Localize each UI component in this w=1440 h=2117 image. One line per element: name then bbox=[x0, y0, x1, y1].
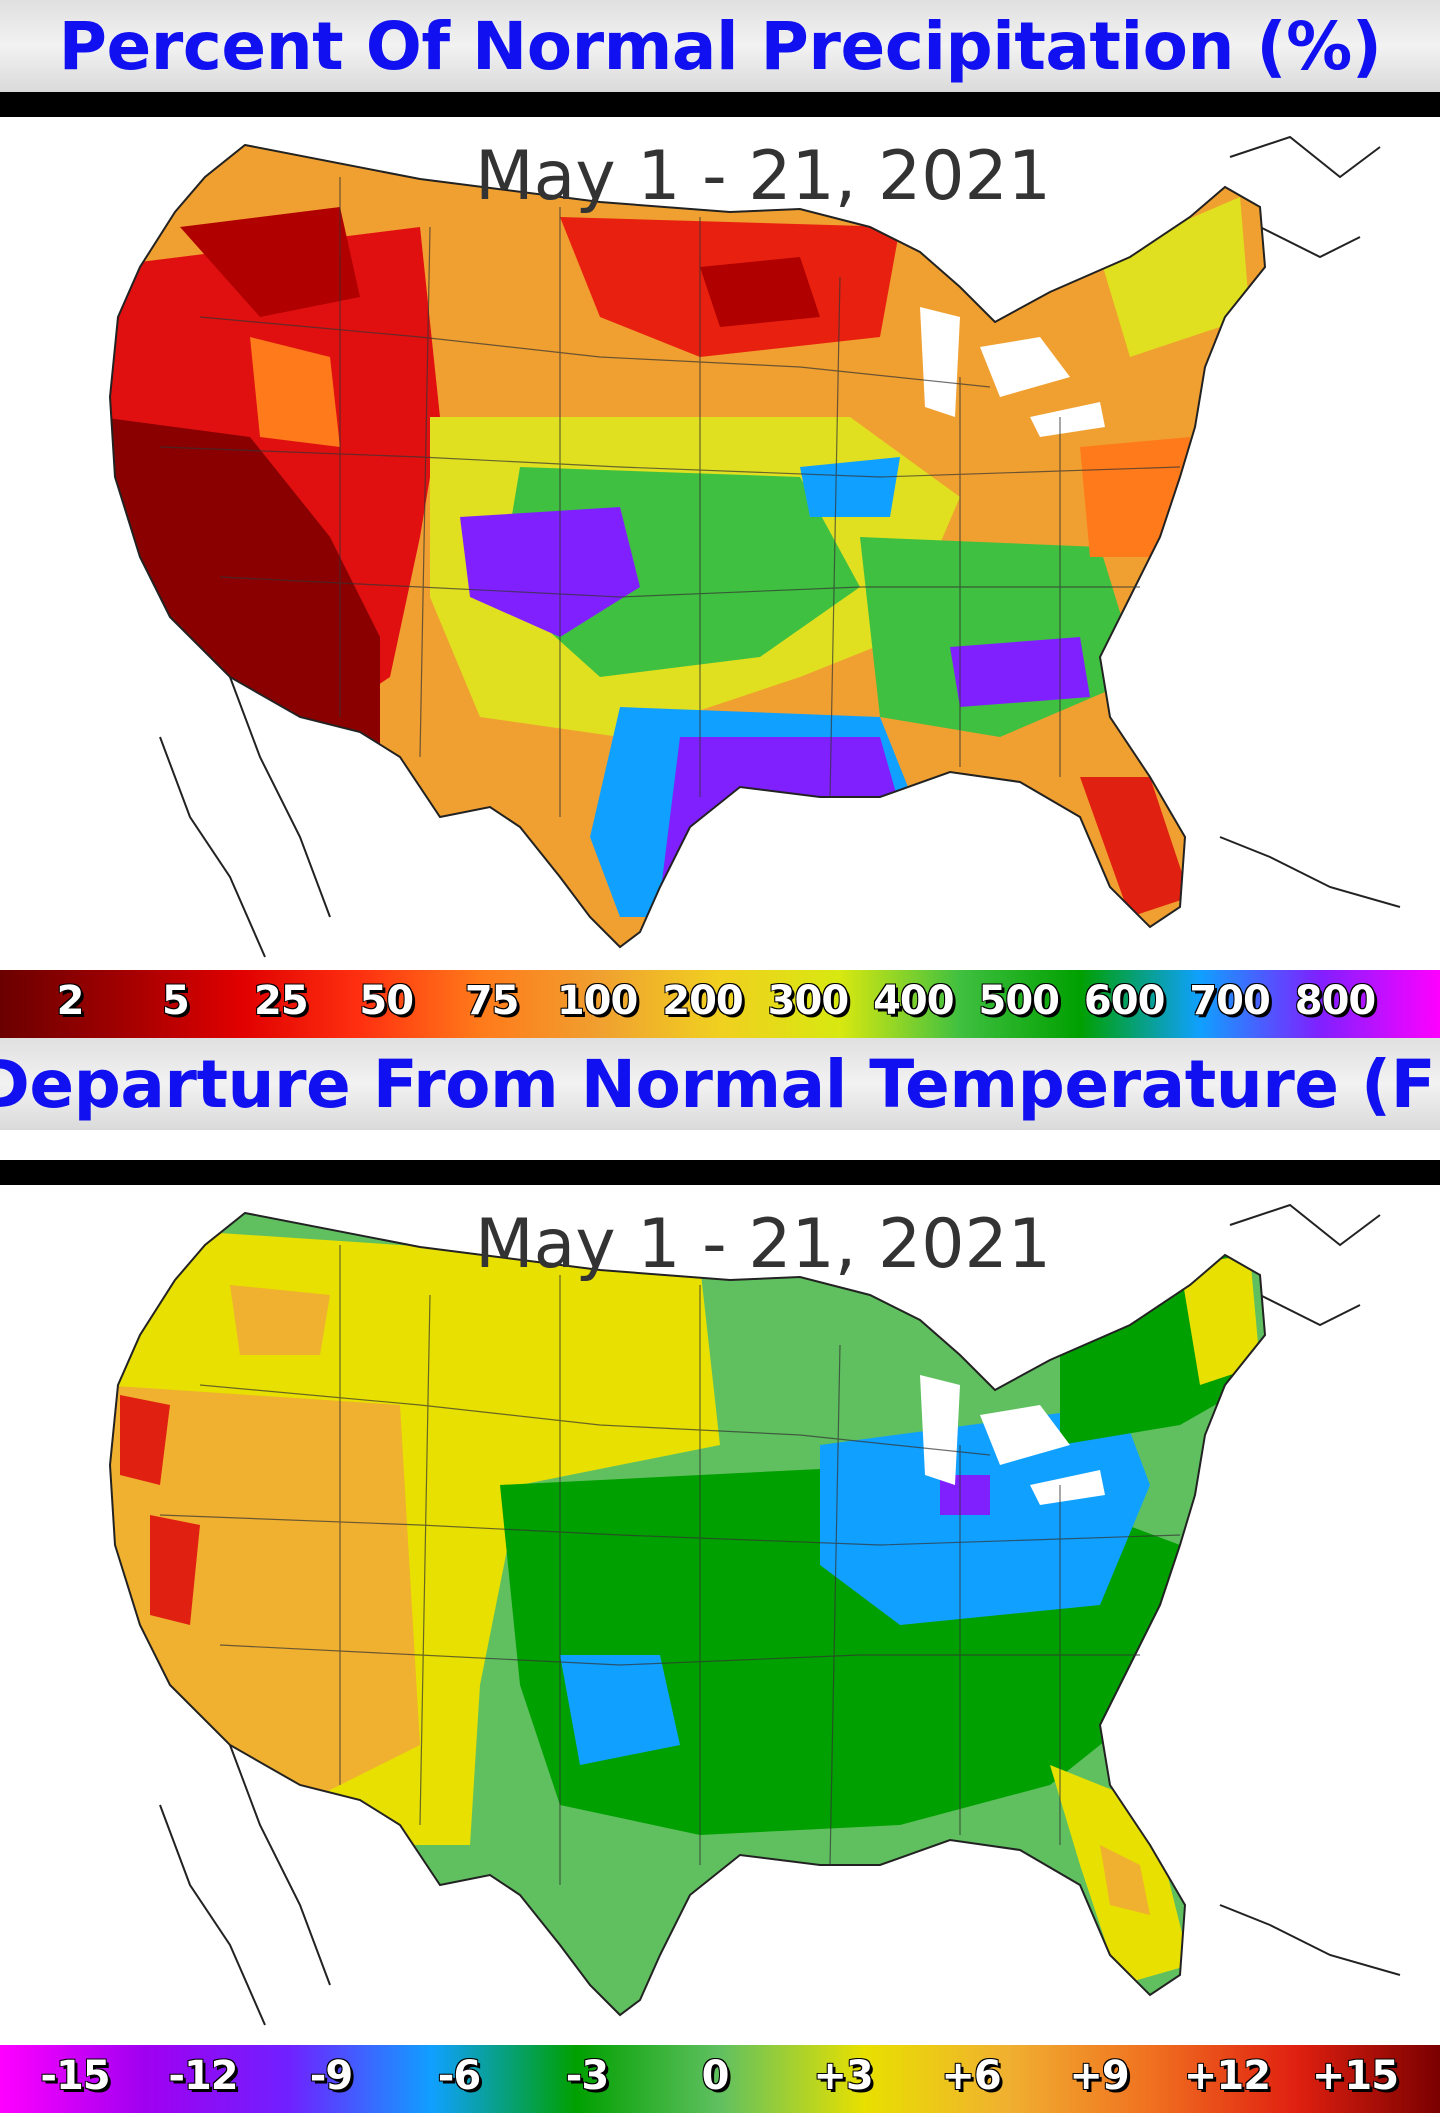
precipitation-title-banner: Percent Of Normal Precipitation (%) bbox=[0, 0, 1440, 92]
temperature-colorbar-label: +15 bbox=[1311, 2053, 1399, 2099]
precipitation-colorbar-label: 600 bbox=[1083, 978, 1165, 1024]
temperature-colorbar-label: +9 bbox=[1069, 2053, 1129, 2099]
precipitation-colorbar-label: 300 bbox=[767, 978, 849, 1024]
state-boundaries bbox=[159, 177, 1181, 817]
surrounding-coastlines bbox=[159, 135, 1401, 958]
precipitation-colorbar-fill bbox=[0, 970, 1440, 1038]
precipitation-colorbar-label: 2 bbox=[56, 978, 85, 1024]
temperature-colorbar-label: 0 bbox=[701, 2053, 730, 2099]
temperature-title-banner: Departure From Normal Temperature (F) bbox=[0, 1038, 1440, 1130]
temperature-colorbar-label: +6 bbox=[941, 2053, 1001, 2099]
temperature-divider bbox=[0, 1160, 1440, 1185]
temperature-field bbox=[110, 1213, 1265, 2015]
temperature-colorbar-label: +3 bbox=[813, 2053, 873, 2099]
temperature-colorbar-label: -9 bbox=[309, 2053, 353, 2099]
temperature-colorbar-fill bbox=[0, 2045, 1440, 2113]
temperature-title: Departure From Normal Temperature (F) bbox=[0, 1045, 1440, 1123]
precipitation-colorbar bbox=[0, 970, 1440, 1038]
temperature-map-graphic bbox=[108, 1203, 1401, 2026]
temperature-colorbar-label: +12 bbox=[1183, 2053, 1271, 2099]
precipitation-colorbar-label: 200 bbox=[662, 978, 743, 1024]
temperature-colorbar bbox=[0, 2045, 1440, 2113]
precipitation-colorbar-label: 800 bbox=[1294, 978, 1376, 1024]
state-boundaries-temp bbox=[159, 1245, 1181, 1885]
precipitation-colorbar-label: 700 bbox=[1189, 978, 1270, 1024]
precipitation-colorbar-label: 50 bbox=[359, 978, 414, 1024]
precipitation-colorbar-label: 500 bbox=[978, 978, 1060, 1024]
precipitation-colorbar-label: 5 bbox=[161, 978, 190, 1024]
precipitation-colorbar-label: 400 bbox=[873, 978, 954, 1024]
us-outline bbox=[108, 143, 1267, 949]
temperature-colorbar-label: -15 bbox=[40, 2053, 110, 2099]
precipitation-field bbox=[110, 145, 1265, 947]
precipitation-colorbar-label: 25 bbox=[253, 978, 309, 1024]
precipitation-date-range: May 1 - 21, 2021 bbox=[475, 137, 1052, 216]
precipitation-map-graphic bbox=[108, 135, 1401, 958]
temperature-colorbar-labels: -15 -12 -9 -6 -3 0 +3 +6 +9 +12 +15 bbox=[0, 2045, 1440, 2113]
temperature-colorbar-label: -12 bbox=[168, 2053, 238, 2099]
temperature-date-range: May 1 - 21, 2021 bbox=[475, 1205, 1052, 1284]
precipitation-title: Percent Of Normal Precipitation (%) bbox=[58, 7, 1382, 85]
us-outline-temp bbox=[108, 1211, 1267, 2017]
temperature-map: May 1 - 21, 2021 bbox=[0, 1185, 1440, 2042]
precipitation-colorbar-label: 75 bbox=[464, 978, 520, 1024]
precipitation-map: May 1 - 21, 2021 bbox=[0, 117, 1440, 969]
temperature-colorbar-label: -3 bbox=[565, 2053, 609, 2099]
precipitation-colorbar-labels: 2 5 25 50 75 100 200 300 400 500 600 700 800 bbox=[0, 970, 1440, 1038]
precipitation-divider bbox=[0, 92, 1440, 117]
surrounding-coastlines-temp bbox=[159, 1203, 1401, 2026]
precipitation-colorbar-label: 100 bbox=[556, 978, 638, 1024]
temperature-colorbar-label: -6 bbox=[437, 2053, 481, 2099]
